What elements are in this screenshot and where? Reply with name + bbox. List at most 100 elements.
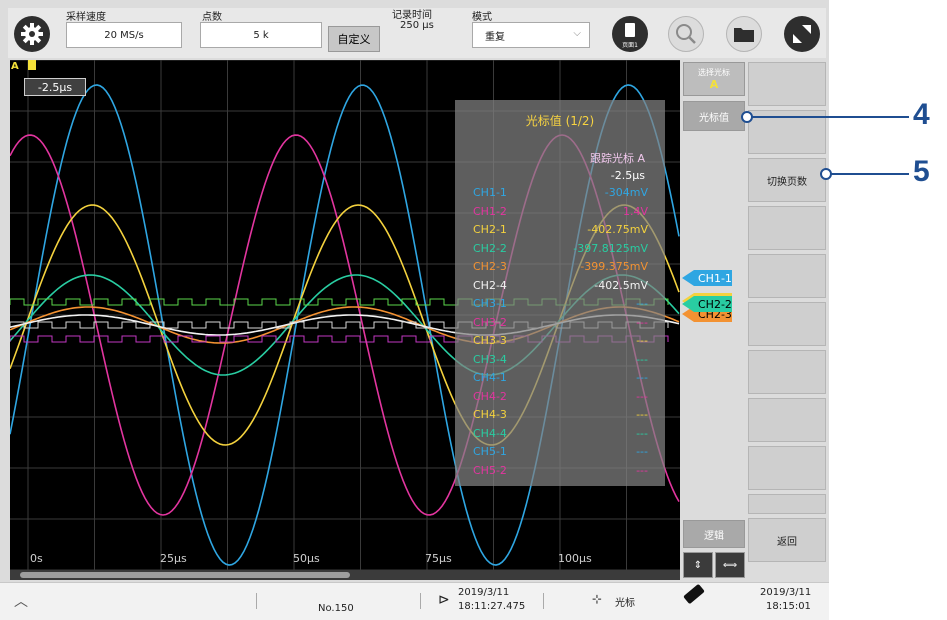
x-tick-label: 100μs [558,552,592,565]
channel-name: CH3-2 [473,315,507,329]
panel-title: 光标值 (1/2) [525,114,595,128]
channel-value: --- [636,426,648,440]
channel-name: CH1-2 [473,204,507,218]
trigger-date: 2019/3/11 [458,587,510,598]
device-frame: 采样速度 20 MS/s 点数 5 k 自定义 记录时间 250 μs 模式 重… [0,0,829,620]
callout-5-line [830,173,909,175]
cursor-value-row: CH5-2 --- [473,464,648,480]
side-key-5[interactable] [748,254,826,298]
channel-name: CH3-3 [473,334,507,347]
clock-time: 18:15:01 [766,601,811,612]
scrollbar-thumb[interactable] [20,572,350,578]
channel-value: --- [636,297,648,310]
mode-value: 重复 [485,31,505,43]
document-icon [625,23,635,37]
settings-gear-icon[interactable] [14,16,50,52]
side-key-6[interactable] [748,302,826,346]
status-bar: ︿ No.150 ⊳ 2019/3/11 18:11:27.475 ⊹ 光标 2… [0,582,829,620]
fullscreen-button[interactable] [784,16,820,52]
chevron-down-icon: ⌵ [573,28,581,39]
channel-name: CH5-2 [473,463,507,477]
cursor-value-row: CH2-2 -397.8125mV [473,242,648,258]
sample-rate-label: 采样速度 [66,12,106,23]
record-time-label: 记录时间 [392,10,432,21]
x-tick-label: 0s [30,552,43,565]
points-label: 点数 [202,12,222,23]
points-field[interactable]: 5 k [200,22,322,48]
channel-tag-ch1-1[interactable]: CH1-1 [682,270,732,286]
x-tick-label: 75μs [425,552,452,565]
cursor-value-row: CH3-4 --- [473,353,648,369]
channel-name: CH2-3 [473,260,507,273]
side-key-7[interactable] [748,350,826,394]
search-icon [676,24,696,44]
mode-select[interactable]: 重复 ⌵ [472,22,590,48]
horizontal-zoom-button[interactable]: ⟺ [715,552,745,578]
cursor-value-row: CH5-1 --- [473,445,648,461]
side-key-1[interactable] [748,62,826,106]
side-key-back[interactable]: 返回 [748,518,826,562]
side-key-10[interactable] [748,494,826,514]
side-key-9[interactable] [748,446,826,490]
page-button[interactable]: 页面1 [612,16,648,52]
cursor-value-row: CH3-3 --- [473,334,648,350]
channel-name: CH4-3 [473,408,507,421]
trace-cursor-header: 跟踪光标 A [589,152,645,165]
sample-rate-field[interactable]: 20 MS/s [66,22,182,48]
waveform-screen[interactable]: A -2.5μs 光标值 (1/2) 跟踪光标 A -2.5μs CH1-1 -3… [10,60,680,580]
channel-value: -402.5mV [594,278,648,292]
cursor-value-row: CH1-2 1.4V [473,205,648,221]
cursor-value-button[interactable]: 光标值 [683,101,745,131]
side-key-8[interactable] [748,398,826,442]
cursor-value-row: CH2-1 -402.75mV [473,223,648,239]
cursor-a-marker: A [11,61,19,72]
cursor-value-row: CH4-3 --- [473,408,648,424]
cursor-value-row: CH1-1 -304mV [473,186,648,202]
callout-4-line [751,116,909,118]
channel-value: --- [636,445,648,458]
channel-name: CH3-4 [473,352,507,366]
callout-4-number: 4 [913,98,930,131]
trigger-icon: ⊳ [438,592,450,608]
channel-tag-ch2-2[interactable]: CH2-2 [682,296,732,312]
top-toolbar: 采样速度 20 MS/s 点数 5 k 自定义 记录时间 250 μs 模式 重… [8,8,826,58]
cursor-status-label: 光标 [615,598,635,609]
clock-date: 2019/3/11 [760,587,812,598]
side-key-switch-page[interactable]: 切换页数 [748,158,826,202]
channel-value: --- [636,463,648,477]
cursor-a-flag-icon[interactable] [28,60,36,70]
channel-value: -304mV [604,186,648,199]
logic-button[interactable]: 逻辑 [683,520,745,548]
trace-cursor-time: -2.5μs [610,169,645,182]
search-button[interactable] [668,16,704,52]
page-label: 页面1 [622,42,638,49]
vertical-arrows-icon: ⇕ [693,559,703,571]
horizontal-arrows-icon: ⟺ [722,559,738,571]
channel-name: CH2-4 [473,278,507,292]
channel-name: CH5-1 [473,445,507,458]
cursor-value-row: CH4-2 --- [473,390,648,406]
x-tick-label: 25μs [160,552,187,565]
custom-button[interactable]: 自定义 [328,26,380,52]
cursor-value-row: CH3-2 --- [473,316,648,332]
cursor-values-panel: 光标值 (1/2) 跟踪光标 A -2.5μs CH1-1 -304mV CH1-2… [455,100,665,486]
select-cursor-button[interactable]: 选择光标 A [683,62,745,96]
channel-value: --- [636,352,648,366]
channel-name: CH4-4 [473,426,507,440]
usb-drive-icon [683,583,705,605]
folder-icon [734,28,754,42]
folder-button[interactable] [726,16,762,52]
callout-5-number: 5 [913,155,930,188]
side-key-4[interactable] [748,206,826,250]
mode-label: 模式 [472,12,492,23]
channel-name: CH2-2 [473,241,507,255]
trigger-time: 18:11:27.475 [458,601,526,612]
channel-name: CH4-2 [473,389,507,403]
cursor-value-row: CH4-4 --- [473,427,648,443]
chevron-up-icon[interactable]: ︿ [14,594,28,610]
record-time-value: 250 μs [400,20,434,31]
vertical-zoom-button[interactable]: ⇕ [683,552,713,578]
channel-value: --- [636,371,648,384]
channel-value: --- [636,315,648,329]
cursor-value-row: CH2-3 -399.375mV [473,260,648,276]
